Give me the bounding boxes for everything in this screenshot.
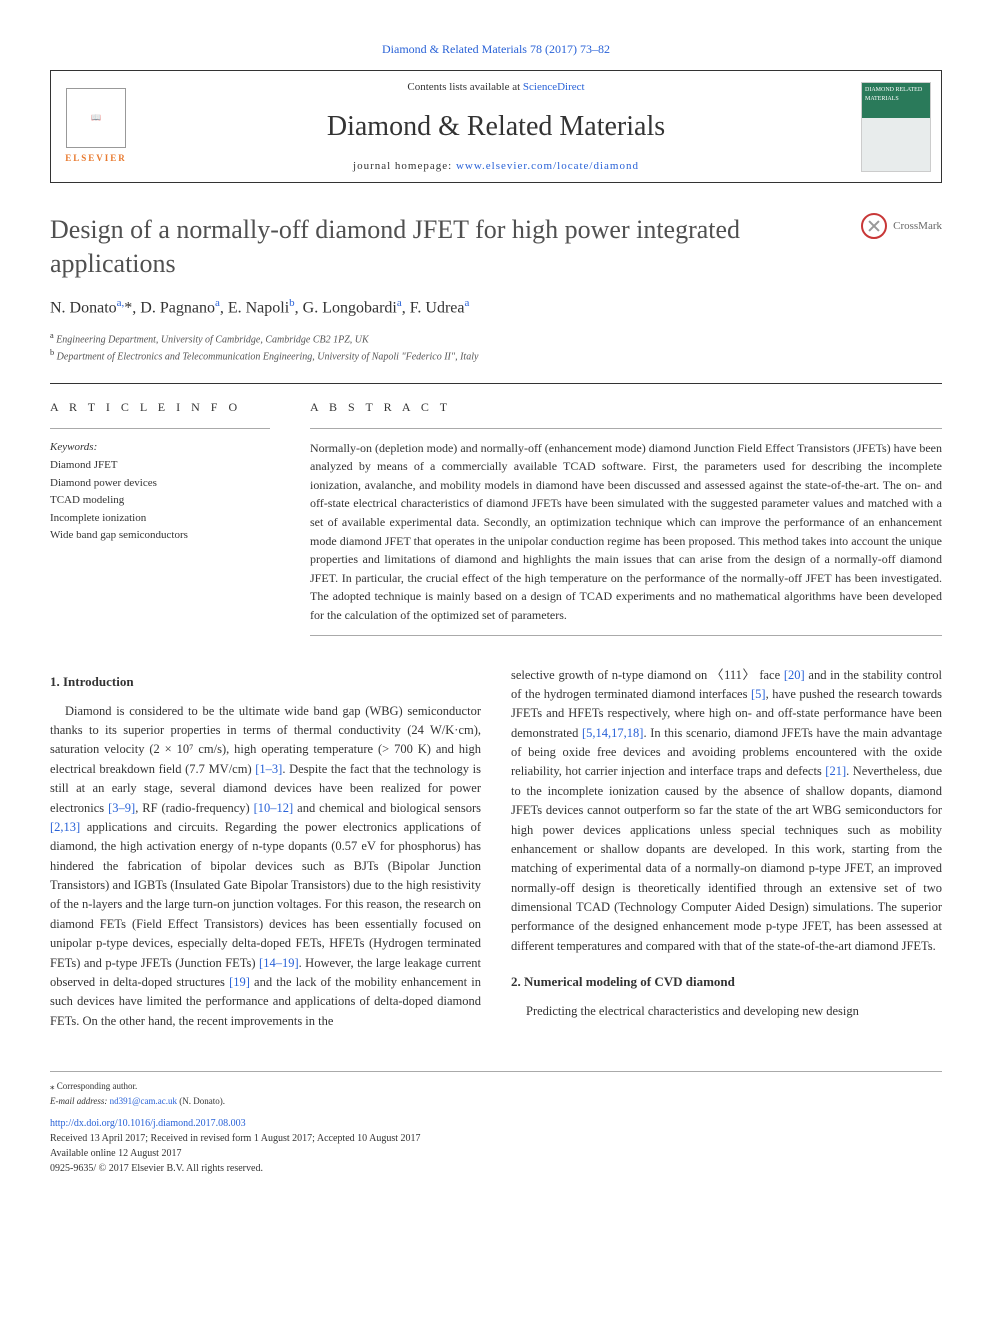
body-columns: 1. Introduction Diamond is considered to… [50, 666, 942, 1032]
keyword-5: Wide band gap semiconductors [50, 527, 270, 545]
ref-5[interactable]: [5] [751, 687, 766, 701]
ref-20[interactable]: [20] [784, 668, 805, 682]
header-center: Contents lists available at ScienceDirec… [141, 79, 851, 174]
section-2-heading: 2. Numerical modeling of CVD diamond [511, 972, 942, 992]
article-info: A R T I C L E I N F O Keywords: Diamond … [50, 398, 270, 636]
affiliation-a: a Engineering Department, University of … [50, 330, 942, 347]
ref-2-13[interactable]: [2,13] [50, 820, 80, 834]
ref-1-3[interactable]: [1–3] [255, 762, 282, 776]
journal-citation[interactable]: Diamond & Related Materials 78 (2017) 73… [50, 40, 942, 58]
divider [50, 383, 942, 384]
abstract-text: Normally-on (depletion mode) and normall… [310, 439, 942, 625]
email-link[interactable]: nd391@cam.ac.uk [110, 1096, 177, 1106]
title-row: Design of a normally-off diamond JFET fo… [50, 213, 942, 281]
journal-header: 📖 ELSEVIER Contents lists available at S… [50, 70, 942, 183]
ref-19[interactable]: [19] [229, 975, 250, 989]
keyword-2: Diamond power devices [50, 475, 270, 493]
affiliations: a Engineering Department, University of … [50, 330, 942, 365]
elsevier-tree-icon: 📖 [66, 88, 126, 148]
publisher-name: ELSEVIER [65, 152, 127, 166]
contents-line: Contents lists available at ScienceDirec… [141, 79, 851, 96]
article-title: Design of a normally-off diamond JFET fo… [50, 213, 841, 281]
ref-21[interactable]: [21] [825, 764, 846, 778]
journal-cover-wrap: DIAMOND RELATED MATERIALS [851, 82, 941, 172]
body-col-left: 1. Introduction Diamond is considered to… [50, 666, 481, 1032]
section-1-heading: 1. Introduction [50, 672, 481, 692]
keywords-label: Keywords: [50, 439, 270, 456]
keyword-4: Incomplete ionization [50, 510, 270, 528]
corresponding-author: ⁎ Corresponding author. [50, 1080, 942, 1094]
crossmark-icon [861, 213, 887, 239]
available-line: Available online 12 August 2017 [50, 1146, 942, 1161]
ref-10-12[interactable]: [10–12] [254, 801, 294, 815]
sciencedirect-link[interactable]: ScienceDirect [523, 81, 585, 93]
received-line: Received 13 April 2017; Received in revi… [50, 1131, 942, 1146]
homepage-link[interactable]: www.elsevier.com/locate/diamond [456, 160, 639, 172]
keyword-3: TCAD modeling [50, 492, 270, 510]
copyright-line: 0925-9635/ © 2017 Elsevier B.V. All righ… [50, 1161, 942, 1176]
homepage-line: journal homepage: www.elsevier.com/locat… [141, 158, 851, 175]
publisher-logo[interactable]: 📖 ELSEVIER [51, 88, 141, 166]
intro-paragraph-1: Diamond is considered to be the ultimate… [50, 702, 481, 1031]
info-divider [50, 428, 270, 429]
section-2-paragraph-1: Predicting the electrical characteristic… [511, 1002, 942, 1021]
footer: ⁎ Corresponding author. E-mail address: … [50, 1071, 942, 1176]
affiliation-b: b Department of Electronics and Telecomm… [50, 347, 942, 364]
doi-link[interactable]: http://dx.doi.org/10.1016/j.diamond.2017… [50, 1116, 942, 1131]
journal-name: Diamond & Related Materials [141, 106, 851, 148]
email-line: E-mail address: nd391@cam.ac.uk (N. Dona… [50, 1095, 942, 1109]
homepage-prefix: journal homepage: [353, 160, 456, 172]
article-info-heading: A R T I C L E I N F O [50, 398, 270, 416]
abstract-divider-bottom [310, 635, 942, 636]
crossmark-badge[interactable]: CrossMark [861, 213, 942, 239]
ref-14-19[interactable]: [14–19] [259, 956, 299, 970]
keyword-1: Diamond JFET [50, 457, 270, 475]
ref-3-9[interactable]: [3–9] [108, 801, 135, 815]
info-abstract-row: A R T I C L E I N F O Keywords: Diamond … [50, 398, 942, 636]
abstract-divider [310, 428, 942, 429]
abstract: A B S T R A C T Normally-on (depletion m… [310, 398, 942, 636]
body-col-right: selective growth of n-type diamond on 〈1… [511, 666, 942, 1032]
ref-5-14-17-18[interactable]: [5,14,17,18] [582, 726, 643, 740]
abstract-heading: A B S T R A C T [310, 398, 942, 416]
authors: N. Donatoa,*, D. Pagnanoa, E. Napolib, G… [50, 295, 942, 320]
intro-paragraph-1-cont: selective growth of n-type diamond on 〈1… [511, 666, 942, 957]
contents-prefix: Contents lists available at [407, 81, 522, 93]
crossmark-label: CrossMark [893, 218, 942, 235]
journal-cover: DIAMOND RELATED MATERIALS [861, 82, 931, 172]
